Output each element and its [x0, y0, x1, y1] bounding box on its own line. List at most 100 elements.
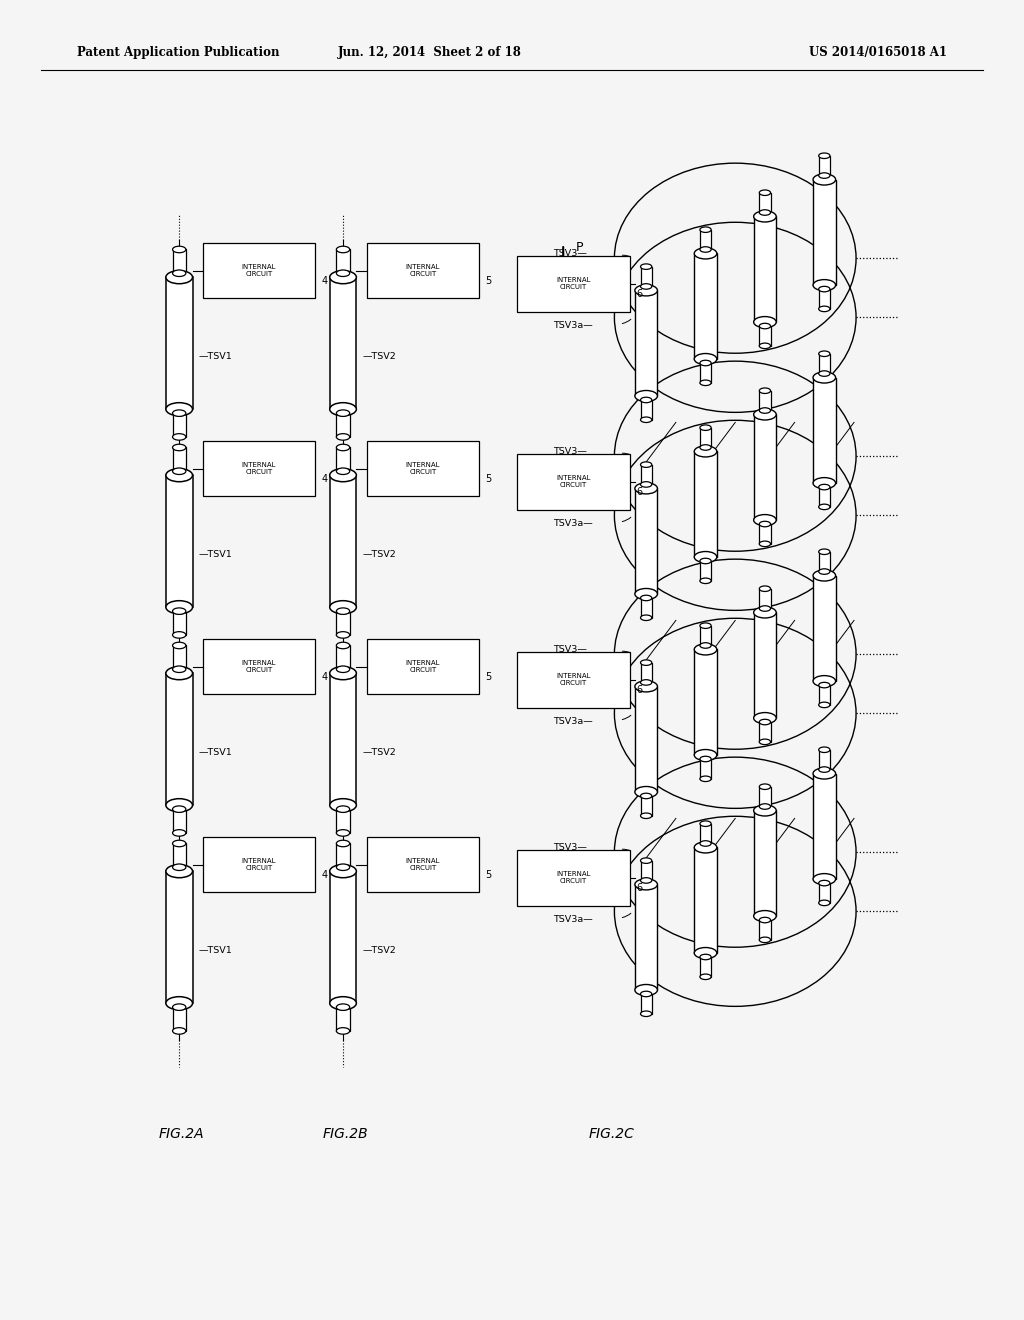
Text: FIG.2B: FIG.2B [323, 1127, 369, 1140]
Bar [517, 454, 630, 510]
Ellipse shape [172, 445, 186, 450]
Ellipse shape [700, 445, 711, 450]
Ellipse shape [760, 719, 770, 725]
Ellipse shape [819, 880, 830, 886]
Text: TSV3a—: TSV3a— [553, 915, 593, 924]
Ellipse shape [694, 644, 717, 655]
Ellipse shape [336, 632, 350, 638]
Bar [166, 673, 193, 805]
Text: —TSV2: —TSV2 [362, 748, 396, 758]
Text: TSV3a—: TSV3a— [553, 321, 593, 330]
Bar [641, 994, 652, 1014]
Text: INTERNAL
CIRCUIT: INTERNAL CIRCUIT [242, 462, 276, 475]
Ellipse shape [700, 360, 711, 366]
Ellipse shape [819, 747, 830, 752]
Text: TSV3a—: TSV3a— [553, 717, 593, 726]
Ellipse shape [754, 211, 776, 222]
Bar [813, 378, 836, 483]
Ellipse shape [694, 750, 717, 760]
Ellipse shape [754, 911, 776, 921]
Bar [760, 391, 771, 411]
Text: 5: 5 [485, 672, 492, 682]
Bar [819, 289, 830, 309]
Bar [166, 475, 193, 607]
Bar [166, 871, 193, 1003]
Ellipse shape [641, 878, 651, 883]
Ellipse shape [700, 558, 711, 564]
Bar [330, 277, 356, 409]
Ellipse shape [635, 787, 657, 797]
Ellipse shape [172, 632, 186, 638]
Ellipse shape [700, 425, 711, 430]
Text: —TSV2: —TSV2 [362, 352, 396, 362]
Ellipse shape [641, 462, 651, 467]
Ellipse shape [336, 807, 350, 812]
Ellipse shape [166, 469, 193, 482]
Ellipse shape [700, 578, 711, 583]
Ellipse shape [813, 768, 836, 779]
Bar [517, 652, 630, 708]
Ellipse shape [760, 190, 770, 195]
Ellipse shape [635, 589, 657, 599]
Ellipse shape [813, 174, 836, 185]
Text: INTERNAL
CIRCUIT: INTERNAL CIRCUIT [242, 660, 276, 673]
Ellipse shape [336, 830, 350, 836]
Ellipse shape [336, 1005, 350, 1010]
Bar [819, 487, 830, 507]
Bar [172, 447, 186, 471]
Bar [203, 243, 315, 298]
Ellipse shape [172, 609, 186, 614]
Bar [172, 611, 186, 635]
Bar [700, 561, 712, 581]
Ellipse shape [635, 681, 657, 692]
Ellipse shape [330, 997, 356, 1010]
Bar [635, 488, 657, 594]
Ellipse shape [336, 445, 350, 450]
Bar [336, 645, 350, 669]
Ellipse shape [813, 874, 836, 884]
Ellipse shape [641, 1011, 651, 1016]
Text: 5: 5 [485, 870, 492, 880]
Ellipse shape [760, 586, 770, 591]
Bar [367, 441, 479, 496]
Text: —TSV2: —TSV2 [362, 550, 396, 560]
Ellipse shape [694, 446, 717, 457]
Bar [694, 847, 717, 953]
Ellipse shape [166, 667, 193, 680]
Ellipse shape [641, 813, 651, 818]
Bar [694, 649, 717, 755]
Text: —TSV2: —TSV2 [362, 946, 396, 956]
Bar [641, 663, 652, 682]
Ellipse shape [760, 804, 770, 809]
Ellipse shape [166, 865, 193, 878]
Ellipse shape [760, 521, 770, 527]
Ellipse shape [336, 271, 350, 276]
Ellipse shape [694, 552, 717, 562]
Bar [694, 451, 717, 557]
Bar [635, 884, 657, 990]
Text: TSV3—: TSV3— [553, 644, 587, 653]
Ellipse shape [336, 411, 350, 416]
Ellipse shape [172, 271, 186, 276]
Text: 4: 4 [322, 474, 328, 484]
Ellipse shape [330, 601, 356, 614]
Bar [700, 626, 712, 645]
Ellipse shape [700, 623, 711, 628]
Bar [760, 326, 771, 346]
Ellipse shape [754, 713, 776, 723]
Ellipse shape [700, 380, 711, 385]
Ellipse shape [760, 937, 770, 942]
Ellipse shape [635, 483, 657, 494]
Bar [819, 750, 830, 770]
Text: INTERNAL
CIRCUIT: INTERNAL CIRCUIT [242, 264, 276, 277]
Ellipse shape [172, 830, 186, 836]
Bar [754, 216, 776, 322]
Text: 4: 4 [322, 870, 328, 880]
Bar [367, 639, 479, 694]
Text: TSV3a—: TSV3a— [553, 519, 593, 528]
Bar [819, 883, 830, 903]
Text: INTERNAL
CIRCUIT: INTERNAL CIRCUIT [556, 871, 591, 884]
Bar [172, 809, 186, 833]
Bar [367, 837, 479, 892]
Ellipse shape [760, 343, 770, 348]
